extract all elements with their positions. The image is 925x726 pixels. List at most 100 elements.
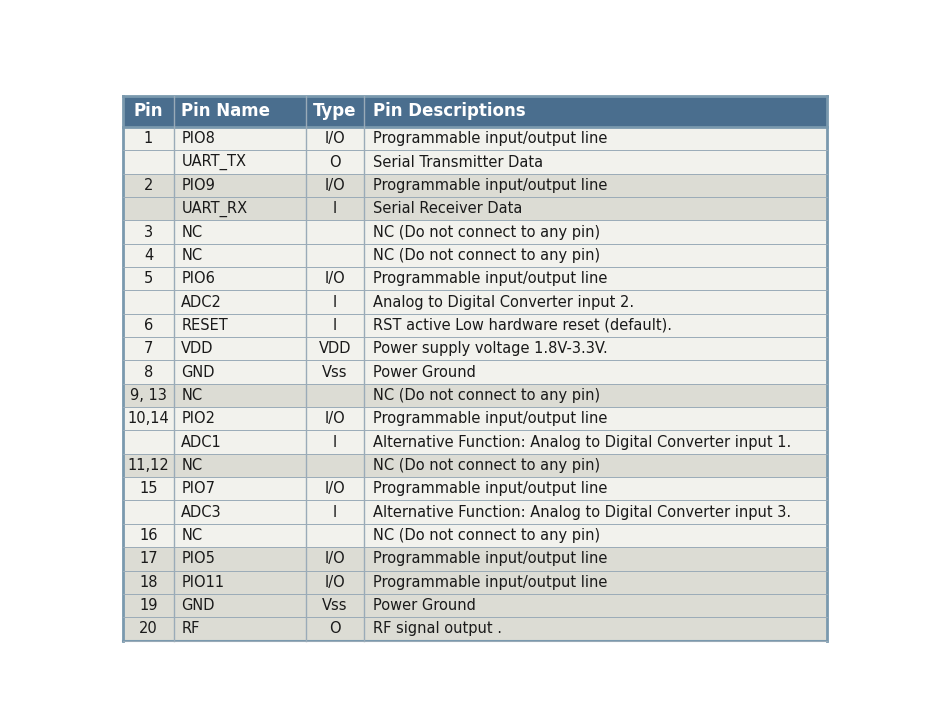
Bar — [174, 221, 306, 244]
Bar — [123, 337, 174, 360]
Bar — [306, 127, 364, 150]
Text: 2: 2 — [143, 178, 154, 193]
Text: NC (Do not connect to any pin): NC (Do not connect to any pin) — [373, 248, 600, 263]
Bar — [306, 96, 364, 127]
Bar — [364, 244, 827, 267]
Bar — [364, 127, 827, 150]
Bar — [364, 524, 827, 547]
Text: O: O — [329, 155, 340, 170]
Bar — [123, 500, 174, 524]
Bar — [174, 500, 306, 524]
Text: I/O: I/O — [325, 272, 345, 286]
Bar — [306, 384, 364, 407]
Bar — [364, 547, 827, 571]
Bar — [364, 360, 827, 384]
Bar — [123, 454, 174, 477]
Text: I: I — [333, 201, 338, 216]
Bar — [174, 314, 306, 337]
Bar — [306, 337, 364, 360]
Bar — [364, 571, 827, 594]
Bar — [174, 431, 306, 454]
Text: Alternative Function: Analog to Digital Converter input 3.: Alternative Function: Analog to Digital … — [373, 505, 791, 520]
Bar — [174, 96, 306, 127]
Text: Vss: Vss — [322, 598, 348, 613]
Bar — [306, 314, 364, 337]
Text: I: I — [333, 505, 338, 520]
Text: RST active Low hardware reset (default).: RST active Low hardware reset (default). — [373, 318, 672, 333]
Bar — [364, 314, 827, 337]
Bar — [306, 547, 364, 571]
Text: ADC2: ADC2 — [181, 295, 222, 309]
Bar — [306, 524, 364, 547]
Bar — [123, 594, 174, 617]
Text: 3: 3 — [144, 224, 153, 240]
Text: NC: NC — [181, 528, 203, 543]
Text: NC (Do not connect to any pin): NC (Do not connect to any pin) — [373, 388, 600, 403]
Bar — [306, 571, 364, 594]
Bar — [364, 617, 827, 640]
Text: Serial Receiver Data: Serial Receiver Data — [373, 201, 523, 216]
Text: UART_TX: UART_TX — [181, 154, 246, 170]
Text: Power Ground: Power Ground — [373, 598, 475, 613]
Text: RF: RF — [181, 621, 200, 637]
Bar — [123, 221, 174, 244]
Text: 1: 1 — [144, 131, 154, 146]
Bar — [174, 524, 306, 547]
Bar — [364, 500, 827, 524]
Text: Programmable input/output line: Programmable input/output line — [373, 412, 607, 426]
Text: ADC1: ADC1 — [181, 435, 222, 449]
Text: NC: NC — [181, 458, 203, 473]
Text: Programmable input/output line: Programmable input/output line — [373, 131, 607, 146]
Bar — [123, 617, 174, 640]
Text: I/O: I/O — [325, 178, 345, 193]
Bar — [306, 500, 364, 524]
Bar — [123, 174, 174, 197]
Bar — [306, 360, 364, 384]
Bar — [123, 267, 174, 290]
Text: 17: 17 — [139, 551, 158, 566]
Text: 9, 13: 9, 13 — [130, 388, 166, 403]
Bar — [174, 290, 306, 314]
Bar — [174, 244, 306, 267]
Bar — [306, 594, 364, 617]
Text: NC: NC — [181, 248, 203, 263]
Text: PIO9: PIO9 — [181, 178, 216, 193]
Bar — [306, 407, 364, 431]
Bar — [174, 407, 306, 431]
Bar — [306, 174, 364, 197]
Bar — [123, 127, 174, 150]
Bar — [123, 314, 174, 337]
Text: PIO2: PIO2 — [181, 412, 216, 426]
Bar — [364, 96, 827, 127]
Text: Programmable input/output line: Programmable input/output line — [373, 272, 607, 286]
Bar — [364, 407, 827, 431]
Text: PIO5: PIO5 — [181, 551, 216, 566]
Text: 7: 7 — [143, 341, 154, 356]
Text: 11,12: 11,12 — [128, 458, 169, 473]
Text: Programmable input/output line: Programmable input/output line — [373, 178, 607, 193]
Text: Programmable input/output line: Programmable input/output line — [373, 551, 607, 566]
Text: I: I — [333, 295, 338, 309]
Text: O: O — [329, 621, 340, 637]
Bar — [306, 150, 364, 174]
Bar — [306, 221, 364, 244]
Text: NC: NC — [181, 388, 203, 403]
Text: Programmable input/output line: Programmable input/output line — [373, 481, 607, 497]
Bar — [364, 337, 827, 360]
Bar — [174, 360, 306, 384]
Bar — [174, 267, 306, 290]
Bar — [123, 360, 174, 384]
Bar — [174, 384, 306, 407]
Bar — [306, 197, 364, 221]
Bar — [364, 150, 827, 174]
Text: 5: 5 — [144, 272, 154, 286]
Bar — [123, 524, 174, 547]
Bar — [174, 150, 306, 174]
Bar — [364, 477, 827, 500]
Bar — [174, 454, 306, 477]
Text: I/O: I/O — [325, 575, 345, 590]
Bar — [364, 384, 827, 407]
Text: VDD: VDD — [181, 341, 214, 356]
Text: 18: 18 — [140, 575, 158, 590]
Bar — [174, 617, 306, 640]
